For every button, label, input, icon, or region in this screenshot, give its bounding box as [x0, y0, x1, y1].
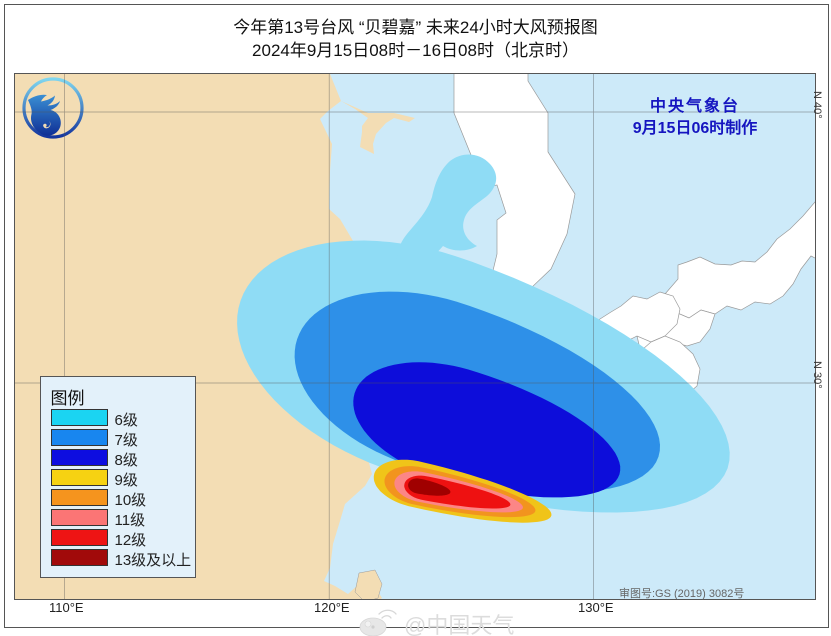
svg-text:@中国天气: @中国天气 [404, 613, 514, 636]
